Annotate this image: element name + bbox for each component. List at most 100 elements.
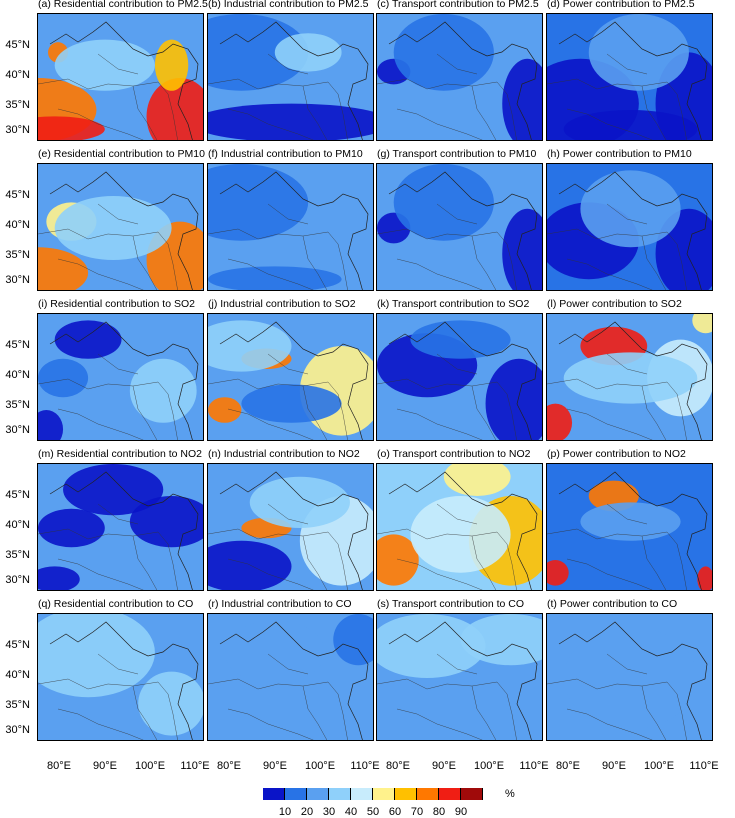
contribution-region [274, 33, 342, 72]
contribution-region [580, 502, 681, 541]
latitude-label: 45°N [5, 489, 30, 501]
contribution-region [547, 403, 573, 440]
province-border [57, 108, 144, 140]
contribution-map [37, 313, 204, 441]
panel-title: (o) Transport contribution to NO2 [377, 448, 531, 460]
country-border [558, 171, 708, 290]
contribution-map [207, 613, 374, 741]
province-border [666, 81, 687, 140]
map-panel: (l) Power contribution to SO2 [546, 298, 713, 441]
province-border [57, 258, 144, 290]
colorbar-swatch [285, 788, 307, 800]
country-border [219, 21, 369, 140]
latitude-label: 35°N [5, 249, 30, 261]
map-panel: (h) Power contribution to PM10 [546, 148, 713, 291]
province-border [157, 231, 178, 290]
province-border [471, 85, 497, 140]
province-border [208, 678, 329, 690]
map-panel: (e) Residential contribution to PM10 [37, 148, 205, 291]
panel-title: (r) Industrial contribution to CO [208, 598, 352, 610]
province-border [227, 258, 314, 290]
contribution-region [485, 358, 542, 440]
contribution-region [38, 358, 89, 398]
contribution-region [154, 39, 189, 91]
province-border [327, 381, 348, 440]
province-border [267, 353, 309, 375]
longitude-label: 80°E [217, 760, 241, 772]
contribution-region [692, 314, 712, 334]
province-border [666, 531, 687, 590]
latitude-label: 40°N [5, 519, 30, 531]
province-border [38, 528, 159, 540]
country-border [388, 171, 538, 290]
province-border [471, 235, 497, 290]
province-border [38, 78, 159, 90]
contribution-map [376, 613, 543, 741]
map-svg [377, 614, 542, 740]
colorbar-swatch [307, 788, 329, 800]
contribution-map [37, 613, 204, 741]
province-border [396, 558, 483, 590]
map-panel: (d) Power contribution to PM2.5 [546, 0, 713, 141]
province-border [496, 531, 517, 590]
contribution-region [38, 247, 89, 290]
province-border [547, 378, 668, 390]
contribution-region [208, 397, 242, 423]
latitude-label: 40°N [5, 369, 30, 381]
province-border [267, 653, 309, 675]
colorbar-tick-label: 70 [410, 806, 424, 818]
contribution-region [208, 103, 373, 140]
province-border [302, 685, 328, 740]
latitude-label: 45°N [5, 189, 30, 201]
country-border [558, 621, 708, 740]
country-border [219, 621, 369, 740]
country-border [49, 321, 199, 440]
province-border [606, 53, 648, 75]
map-svg [547, 314, 712, 440]
map-panel: (b) Industrial contribution to PM2.5 [207, 0, 374, 141]
colorbar-swatch [373, 788, 395, 800]
province-border [208, 78, 329, 90]
province-border [436, 653, 478, 675]
latitude-label: 45°N [5, 639, 30, 651]
panel-title: (t) Power contribution to CO [547, 598, 678, 610]
map-svg [208, 314, 373, 440]
panel-title: (f) Industrial contribution to PM10 [208, 148, 363, 160]
province-border [396, 258, 483, 290]
country-border [558, 471, 708, 590]
map-svg [377, 14, 542, 140]
country-border [388, 471, 538, 590]
province-border [606, 203, 648, 225]
colorbar-swatch [263, 788, 285, 800]
province-border [566, 708, 653, 740]
contribution-region [208, 14, 309, 91]
province-border [496, 381, 517, 440]
province-border [606, 653, 648, 675]
province-border [547, 528, 668, 540]
latitude-label: 30°N [5, 274, 30, 286]
province-border [157, 531, 178, 590]
contribution-map [37, 163, 204, 291]
contribution-region [38, 566, 80, 590]
contribution-region [377, 614, 486, 678]
country-border [49, 21, 199, 140]
latitude-label: 40°N [5, 219, 30, 231]
contribution-map [207, 163, 374, 291]
province-border [97, 653, 139, 675]
province-border [396, 108, 483, 140]
province-border [606, 353, 648, 375]
contribution-region [502, 208, 542, 290]
map-svg [208, 164, 373, 290]
province-border [208, 228, 329, 240]
map-svg [208, 14, 373, 140]
province-border [566, 408, 653, 440]
province-border [377, 528, 498, 540]
longitude-label: 80°E [386, 760, 410, 772]
map-svg [38, 464, 203, 590]
colorbar-swatch [461, 788, 483, 800]
colorbar-tick-label: 50 [366, 806, 380, 818]
map-panel: (a) Residential contribution to PM2.5 [37, 0, 208, 141]
colorbar-swatch [351, 788, 373, 800]
country-border [219, 471, 369, 590]
contribution-region [54, 320, 122, 359]
